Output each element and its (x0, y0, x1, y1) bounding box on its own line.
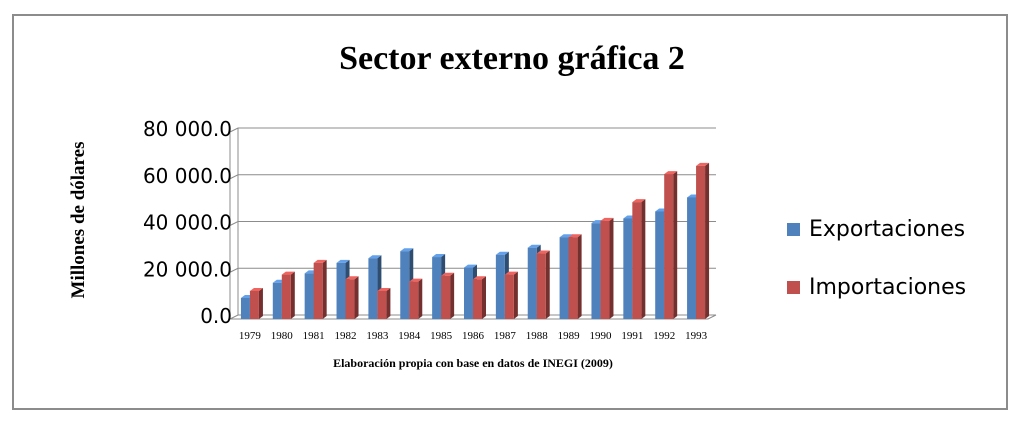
x-tick-label: 1990 (589, 330, 612, 342)
legend-item-exportaciones: Exportaciones (787, 200, 966, 258)
axes (229, 128, 717, 320)
legend: Exportaciones Importaciones (787, 200, 966, 316)
x-tick-label: 1991 (621, 330, 643, 342)
x-tick-label: 1982 (335, 330, 357, 342)
x-tick-label: 1986 (462, 330, 485, 342)
y-axis-label: Millones de dólares (68, 142, 89, 299)
bar-importaciones-1980 (281, 271, 295, 319)
x-tick-label: 1988 (526, 330, 549, 342)
bar-importaciones-1982 (345, 276, 359, 319)
chart-title: Sector externo gráfica 2 (339, 40, 685, 77)
x-tick-label: 1979 (239, 330, 262, 342)
x-tick-labels: 1979 1980 1981 1982 1983 1984 1985 1986 1987 1988… (239, 330, 708, 342)
chart-frame (12, 14, 1008, 410)
bar-importaciones-1979 (249, 287, 263, 319)
bar-importaciones-1987 (504, 271, 518, 319)
bar-importaciones-1984 (409, 278, 423, 319)
bar-importaciones-1986 (473, 276, 486, 319)
bars (240, 162, 710, 319)
y-tick-labels: 0.0 20 000.0 40 000.0 60 000.0 80 000.0 (143, 117, 232, 328)
legend-swatch-importaciones (787, 280, 800, 294)
bar-importaciones-1991 (632, 199, 646, 319)
legend-swatch-exportaciones (787, 222, 800, 236)
bar-importaciones-1988 (536, 250, 550, 319)
bar-importaciones-1983 (377, 287, 391, 319)
x-tick-label: 1987 (494, 330, 517, 342)
y-tick-label: 20 000.0 (143, 257, 232, 281)
x-tick-label: 1985 (430, 330, 453, 342)
bar-importaciones-1985 (441, 272, 455, 319)
bar-importaciones-1981 (313, 259, 327, 319)
bar-importaciones-1990 (600, 217, 614, 319)
x-axis-line (230, 314, 717, 320)
legend-item-importaciones: Importaciones (787, 258, 966, 316)
x-tick-label: 1984 (398, 330, 421, 342)
x-tick-label: 1993 (685, 330, 708, 342)
x-tick-label: 1992 (653, 330, 675, 342)
bar-importaciones-1993 (696, 162, 710, 319)
y-tick-label: 60 000.0 (143, 164, 232, 188)
bar-importaciones-1989 (568, 234, 582, 319)
y-tick-label: 40 000.0 (143, 211, 232, 235)
y-tick-label: 0.0 (200, 304, 232, 328)
x-tick-label: 1983 (366, 330, 389, 342)
x-axis-label: Elaboración propia con base en datos de … (333, 356, 613, 370)
x-tick-label: 1989 (558, 330, 581, 342)
legend-label-importaciones: Importaciones (809, 274, 967, 300)
x-tick-label: 1980 (271, 330, 294, 342)
x-tick-label: 1981 (303, 330, 325, 342)
gridline (229, 174, 716, 180)
bar-importaciones-1992 (664, 171, 678, 319)
y-tick-label: 80 000.0 (143, 117, 232, 141)
gridline (229, 127, 716, 133)
legend-label-exportaciones: Exportaciones (809, 216, 966, 242)
